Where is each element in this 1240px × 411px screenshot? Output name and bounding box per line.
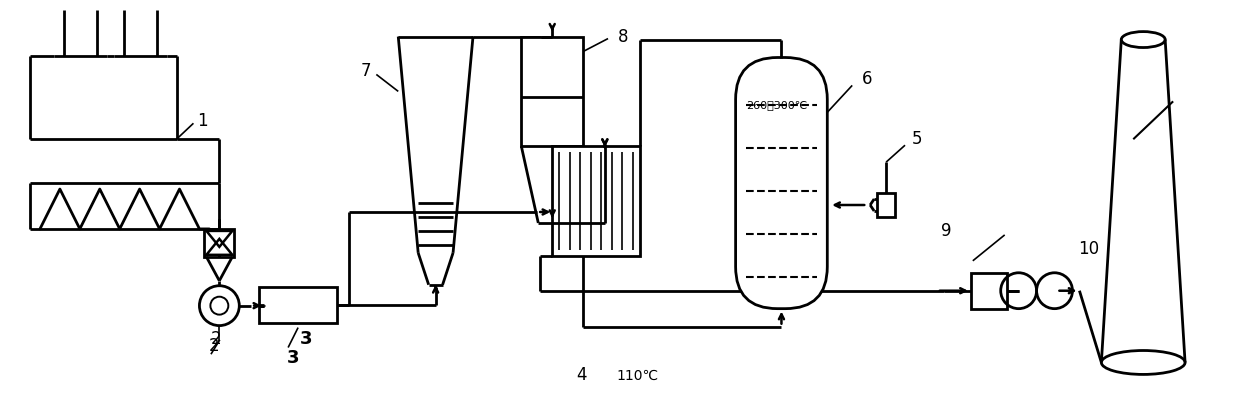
- Text: 3: 3: [300, 330, 312, 348]
- Bar: [971, 273, 1007, 309]
- Text: 6: 6: [862, 70, 873, 88]
- Text: 10: 10: [1078, 240, 1099, 258]
- Text: 2: 2: [210, 337, 219, 355]
- Text: 3: 3: [286, 349, 299, 367]
- Text: 5: 5: [911, 130, 923, 148]
- FancyBboxPatch shape: [735, 58, 827, 309]
- Text: 2: 2: [211, 330, 222, 348]
- Text: 260～300℃: 260～300℃: [745, 100, 807, 110]
- Bar: [205, 229, 234, 257]
- Text: 110℃: 110℃: [616, 368, 658, 382]
- Bar: [521, 37, 583, 146]
- Text: 7: 7: [361, 62, 372, 81]
- Text: 4: 4: [575, 367, 587, 384]
- Bar: [259, 287, 337, 323]
- Text: 9: 9: [941, 222, 951, 240]
- Text: 1: 1: [197, 112, 208, 130]
- Bar: [877, 193, 895, 217]
- Text: 8: 8: [618, 28, 629, 46]
- Bar: [552, 146, 640, 256]
